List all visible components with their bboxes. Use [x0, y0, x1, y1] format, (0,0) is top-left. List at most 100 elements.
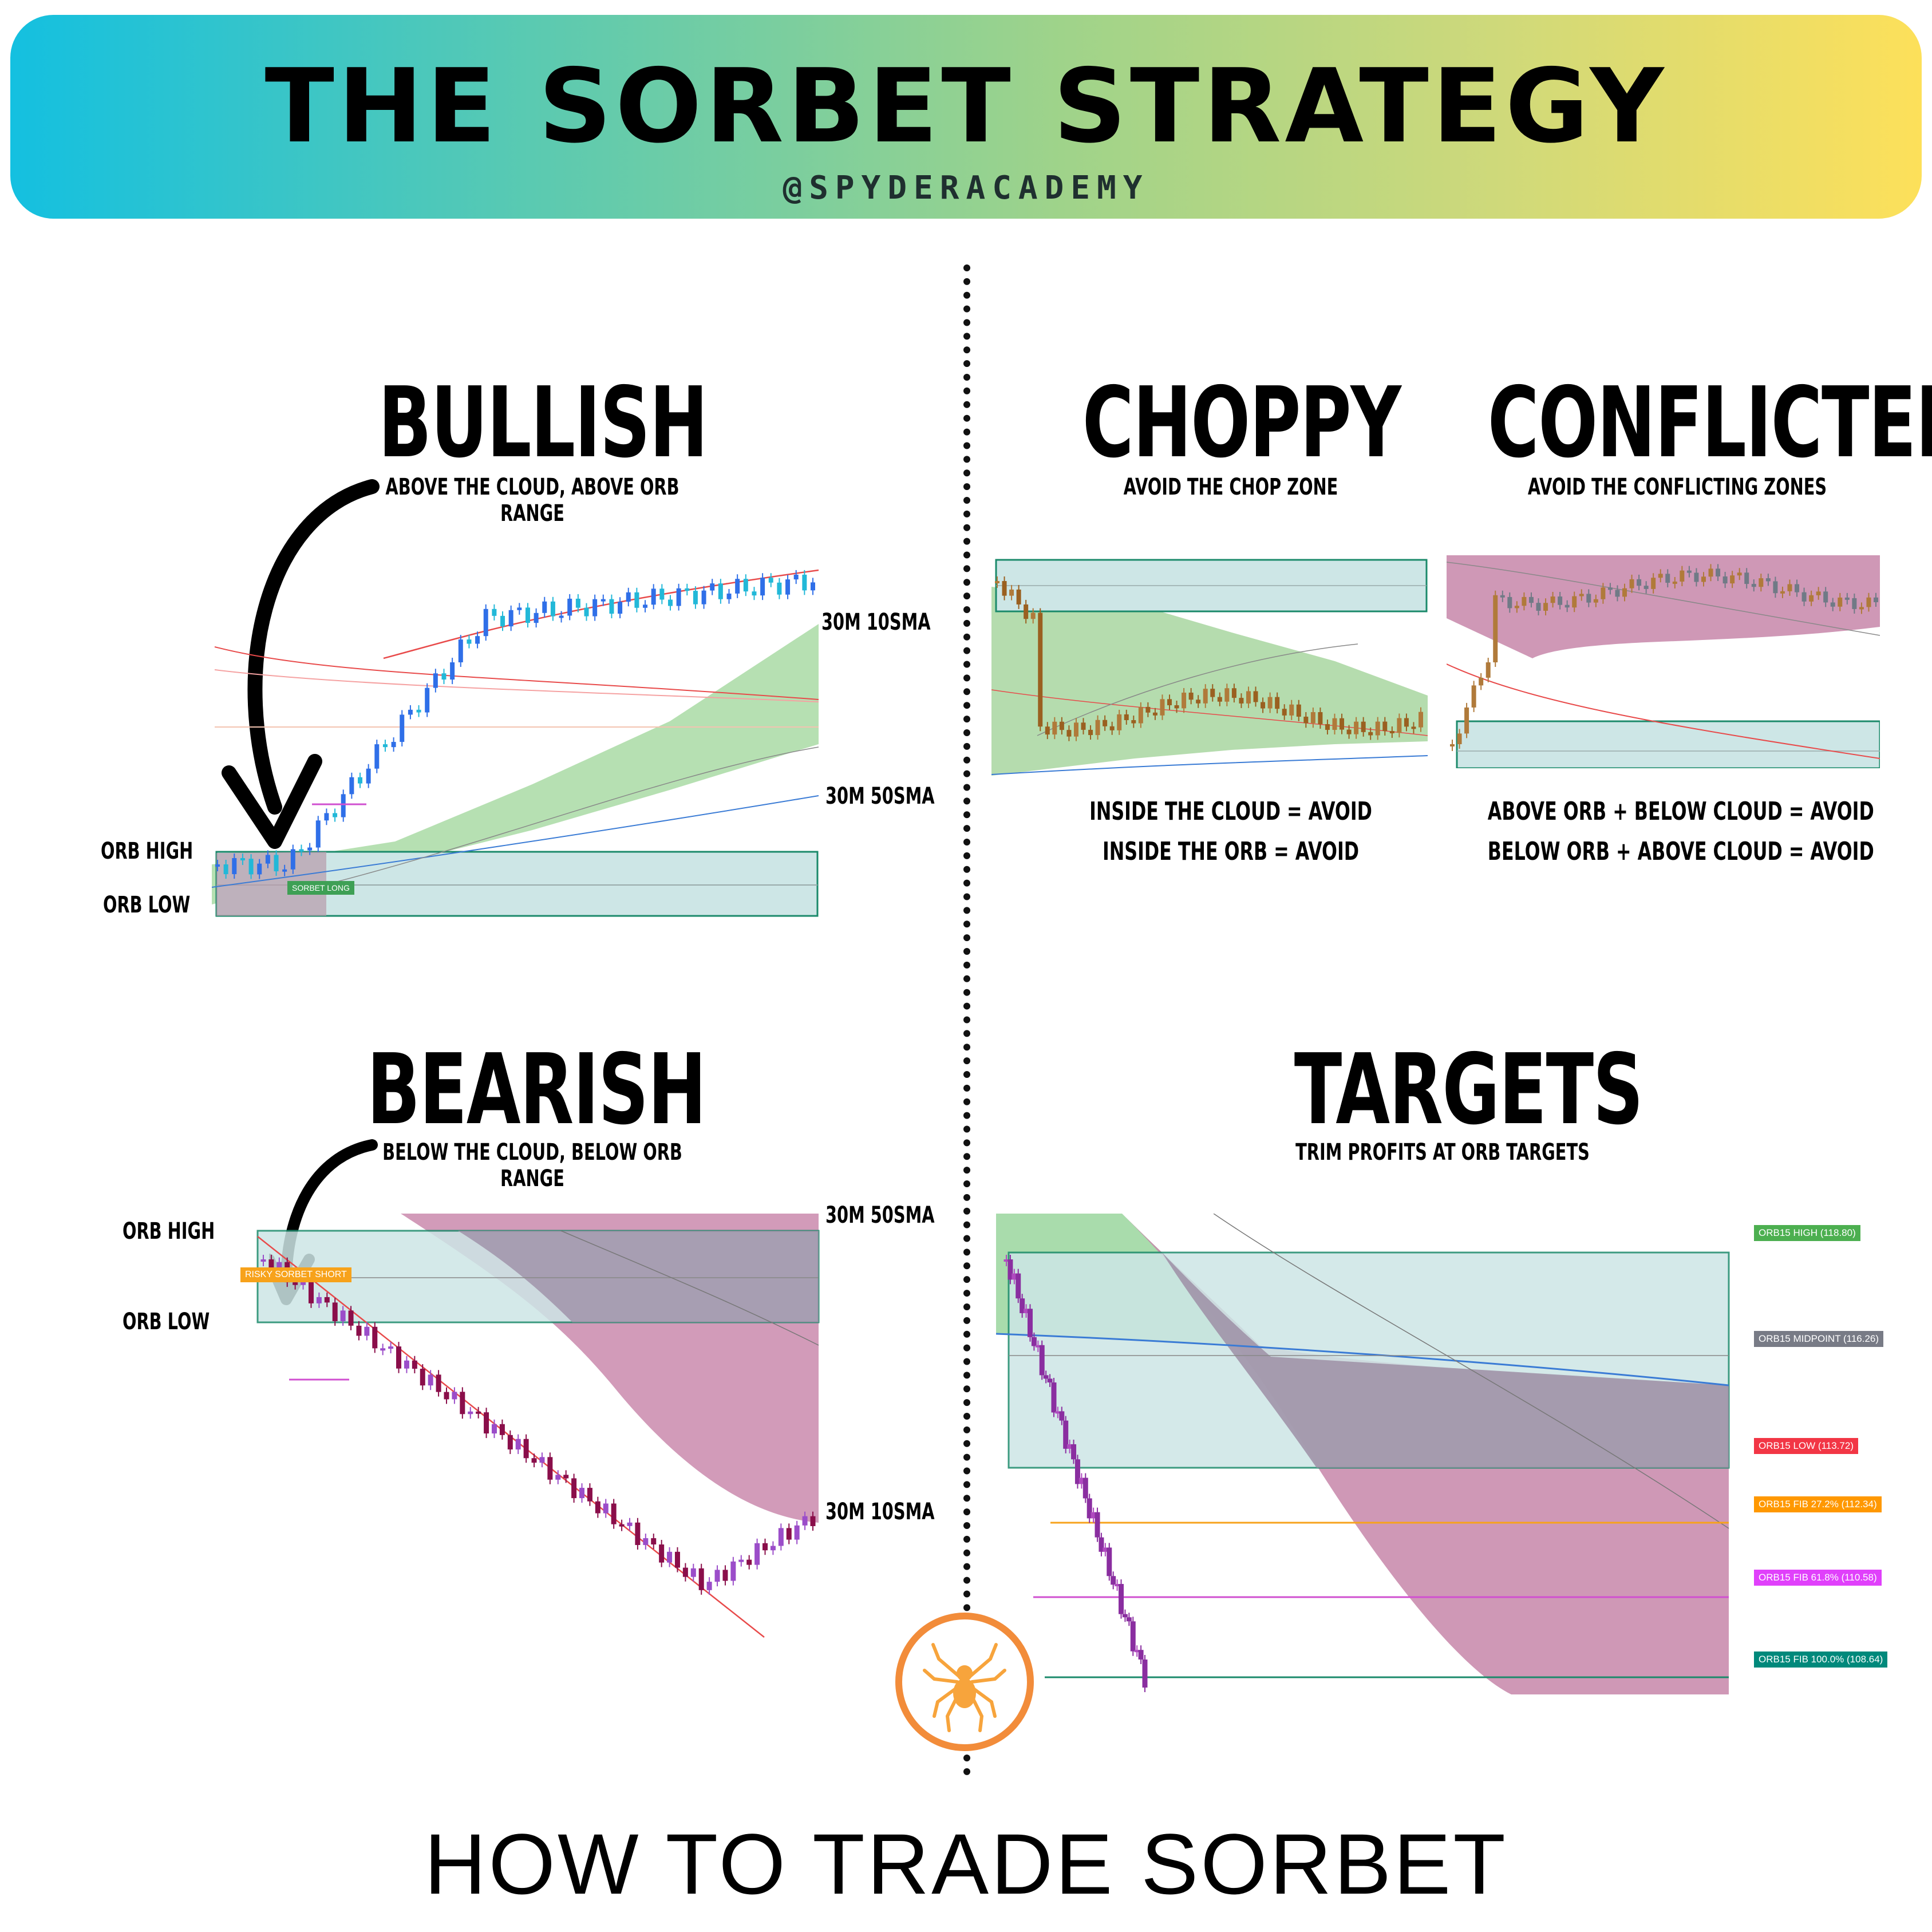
targets-chart: [996, 1214, 1730, 1694]
candle-body: [1354, 721, 1359, 734]
candle-body: [508, 610, 513, 627]
candle-body: [1622, 588, 1627, 597]
candle-body: [1009, 589, 1014, 596]
candle-body: [1716, 568, 1721, 576]
bullish-arrow: [222, 479, 380, 849]
candle-body: [1593, 599, 1598, 603]
candle-body: [1397, 718, 1402, 733]
candle-body: [1629, 579, 1634, 588]
candle-body: [299, 849, 304, 852]
candle-body: [1055, 1411, 1061, 1414]
candle-body: [1708, 568, 1713, 577]
candle-body: [667, 599, 673, 606]
candle-body: [257, 863, 262, 875]
candle-body: [1095, 1512, 1100, 1538]
candle-body: [1615, 590, 1620, 597]
candle-body: [587, 1488, 592, 1502]
candle-body: [1550, 596, 1555, 603]
candle-body: [1035, 1345, 1041, 1348]
candle-body: [1765, 578, 1771, 582]
candle-body: [1514, 606, 1519, 609]
candle-body: [563, 1475, 569, 1479]
candle-body: [223, 864, 228, 875]
candle-body: [1485, 662, 1491, 678]
candle-body: [1744, 572, 1749, 584]
candle-body: [1686, 570, 1692, 573]
candle-body: [542, 601, 547, 613]
candle-body: [1134, 1650, 1140, 1653]
candle-body: [1239, 698, 1244, 704]
candle-body: [1253, 691, 1258, 702]
bearish-10sma-label: 30M 10SMA: [825, 1499, 935, 1525]
candle-body: [995, 581, 999, 583]
spider-icon: [895, 1613, 1034, 1751]
candle-body: [1142, 1660, 1148, 1688]
candle-body: [667, 1551, 673, 1563]
candle-body: [810, 1516, 816, 1526]
candle-body: [332, 1302, 338, 1321]
candle-body: [467, 639, 472, 644]
candle-body: [507, 1435, 513, 1450]
bullish-orb-high-label: ORB HIGH: [101, 838, 193, 864]
candle-body: [484, 1412, 489, 1434]
candle-body: [441, 673, 447, 680]
candle-body: [1643, 586, 1649, 589]
candle-body: [567, 598, 572, 616]
sorbet-long-tag: SORBET LONG: [287, 881, 354, 895]
candle-body: [1607, 587, 1613, 590]
candle-body: [1289, 704, 1294, 716]
candle-body: [1067, 1444, 1073, 1449]
candle-body: [1081, 722, 1086, 730]
candle-body: [1773, 581, 1778, 594]
candle-body: [1024, 1309, 1029, 1313]
candle-body: [452, 1392, 457, 1400]
candle-body: [458, 639, 463, 663]
candle-body: [268, 1259, 274, 1273]
candle-body: [785, 579, 791, 595]
candle-body: [1122, 1614, 1128, 1618]
candle-body: [1368, 732, 1373, 736]
target-level-tag: ORB15 FIB 27.2% (112.34): [1754, 1496, 1882, 1512]
candle-body: [468, 1411, 473, 1415]
candle-body: [324, 1297, 330, 1303]
candle-body: [1737, 572, 1742, 576]
candle-body: [391, 742, 396, 748]
candle-body: [1579, 594, 1584, 596]
candle-body: [307, 847, 313, 851]
bearish-orb-low-label: ORB LOW: [123, 1309, 210, 1335]
candle-body: [491, 1424, 497, 1434]
candle-body: [483, 609, 488, 637]
center-divider: [963, 264, 970, 1776]
candle-body: [1071, 1444, 1077, 1460]
candle-body: [1382, 721, 1388, 731]
candle-body: [416, 709, 421, 713]
candle-body: [265, 855, 270, 864]
conflicted-title: CONFLICTED: [1487, 366, 1932, 480]
candle-body: [794, 1525, 800, 1540]
candle-body: [1852, 598, 1857, 609]
candle-body: [762, 1543, 768, 1551]
candle-body: [1126, 1617, 1132, 1622]
candle-body: [1052, 721, 1057, 735]
candle-body: [1522, 596, 1527, 606]
candle-body: [1030, 613, 1036, 619]
candle-body: [1787, 584, 1792, 591]
candle-body: [1601, 587, 1606, 599]
candle-body: [1701, 576, 1706, 582]
candle-body: [770, 1546, 776, 1551]
candle-body: [1047, 1378, 1053, 1382]
candle-body: [1651, 578, 1656, 589]
candle-body: [714, 1570, 720, 1582]
candle-body: [659, 588, 665, 600]
candle-body: [388, 1346, 394, 1349]
candle-body: [555, 1475, 561, 1480]
candle-body: [428, 1374, 433, 1386]
candle-body: [450, 662, 455, 680]
candle-body: [1043, 1375, 1049, 1379]
conflicted-rule-1: ABOVE ORB + BELOW CLOUD = AVOID: [1487, 797, 1874, 826]
candle-body: [1267, 697, 1273, 709]
candle-body: [778, 1528, 784, 1546]
candle-body: [1031, 1337, 1037, 1346]
candle-body: [690, 1568, 696, 1577]
candle-body: [315, 820, 321, 848]
